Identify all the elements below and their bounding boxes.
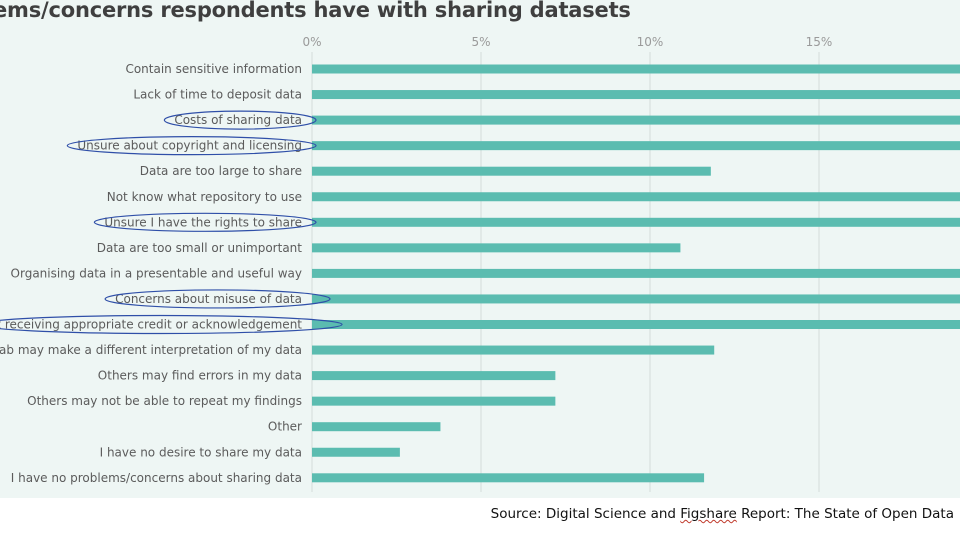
x-tick-label: 5% [471, 35, 490, 49]
category-label: Others may find errors in my data [98, 369, 302, 383]
bar [312, 294, 960, 304]
source-brand: Figshare [680, 506, 737, 522]
category-label: Organising data in a presentable and use… [11, 266, 302, 280]
category-label: r lab may make a different interpretatio… [0, 343, 302, 357]
x-tick-label: 0% [302, 35, 321, 49]
bar [312, 371, 556, 381]
bar-chart: 0%5%10%15%20%25%30%35%Contain sensitive … [0, 35, 960, 492]
bar [312, 447, 400, 457]
bar [312, 64, 960, 74]
bar [312, 345, 715, 355]
bar [312, 422, 441, 432]
category-label: Lack of time to deposit data [133, 88, 302, 102]
bar [312, 166, 711, 176]
category-label: Contain sensitive information [125, 62, 302, 76]
category-label: Data are too large to share [140, 164, 302, 178]
category-label: Other [268, 420, 302, 434]
x-tick-label: 10% [637, 35, 664, 49]
bar [312, 217, 960, 227]
category-label: I have no desire to share my data [100, 445, 302, 459]
bar [312, 192, 960, 202]
category-label: Not know what repository to use [107, 190, 302, 204]
chart-panel: lems/concerns respondents have with shar… [0, 0, 960, 498]
bar [312, 473, 705, 483]
bar [312, 115, 960, 125]
category-label: Costs of sharing data [174, 113, 302, 127]
category-label: ot receiving appropriate credit or ackno… [0, 318, 302, 332]
highlight-circle [0, 314, 343, 335]
source-suffix: Report: The State of Open Data [736, 506, 954, 522]
bar [312, 268, 960, 278]
chart-title: lems/concerns respondents have with shar… [0, 0, 631, 22]
highlight-circle [163, 110, 317, 130]
category-label: Unsure about copyright and licensing [77, 139, 302, 153]
category-label: Concerns about misuse of data [115, 292, 302, 306]
highlight-circle [104, 289, 331, 309]
bar [312, 396, 556, 406]
highlight-circle [93, 212, 317, 232]
bar [312, 320, 960, 329]
category-label: Data are too small or unimportant [97, 241, 303, 255]
bar [312, 243, 681, 253]
category-label: Unsure I have the rights to share [104, 215, 302, 229]
highlight-circle [66, 136, 317, 156]
source-citation: Source: Digital Science and Figshare Rep… [491, 506, 954, 522]
source-prefix: Source: Digital Science and [490, 506, 681, 522]
bar [312, 141, 960, 151]
bar [312, 90, 960, 100]
category-label: I have no problems/concerns about sharin… [11, 471, 302, 485]
x-tick-label: 15% [806, 35, 833, 49]
category-label: Others may not be able to repeat my find… [27, 394, 302, 408]
